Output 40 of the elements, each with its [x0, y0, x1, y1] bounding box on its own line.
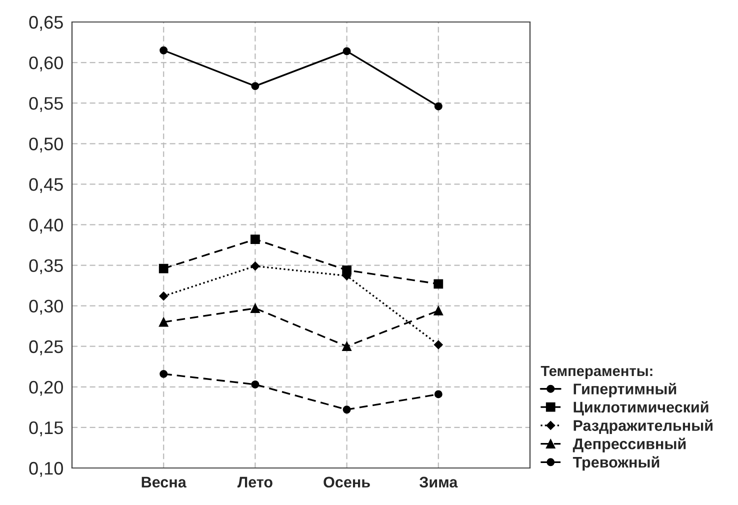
x-tick-label: Зима — [419, 476, 458, 488]
y-tick-label: 0,45 — [29, 178, 63, 194]
legend-title: Темпераменты: — [540, 366, 652, 380]
point — [251, 82, 260, 90]
legend-label: Тревожный — [572, 456, 660, 471]
point — [250, 262, 260, 271]
point — [250, 304, 260, 313]
point — [434, 340, 443, 350]
y-tick-label: 0,65 — [29, 16, 63, 31]
y-tick-label: 0,55 — [29, 97, 63, 112]
y-tick-label: 0,40 — [29, 218, 63, 234]
y-tick-label: 0,60 — [29, 56, 63, 72]
point — [158, 317, 168, 327]
point — [342, 47, 351, 56]
legend-label: Депрессивный — [572, 438, 686, 452]
y-tick-label: 0,10 — [29, 462, 63, 477]
y-tick-label: 0,20 — [29, 380, 63, 396]
point — [251, 380, 260, 388]
x-tick-label: Весна — [142, 476, 186, 488]
y-tick-label: 0,15 — [29, 421, 63, 436]
point — [434, 390, 442, 398]
point — [342, 342, 352, 352]
point — [158, 264, 168, 274]
point — [160, 370, 168, 378]
x-tick-label: Лето — [237, 476, 272, 488]
legend-label: Циклотимический — [574, 401, 708, 416]
point — [342, 406, 351, 414]
y-tick-label: 0,50 — [29, 138, 63, 152]
x-tick-label: Осень — [324, 476, 370, 488]
point — [434, 306, 444, 316]
legend-label: Гипертимный — [574, 382, 676, 398]
point — [434, 279, 444, 289]
y-tick-label: 0,30 — [29, 300, 63, 315]
y-tick-label: 0,25 — [29, 340, 63, 356]
legend-label: Раздражительный — [574, 419, 712, 434]
y-tick-label: 0,35 — [29, 259, 63, 274]
point — [160, 46, 168, 54]
point — [250, 234, 260, 244]
point — [434, 102, 442, 110]
point — [159, 292, 168, 301]
